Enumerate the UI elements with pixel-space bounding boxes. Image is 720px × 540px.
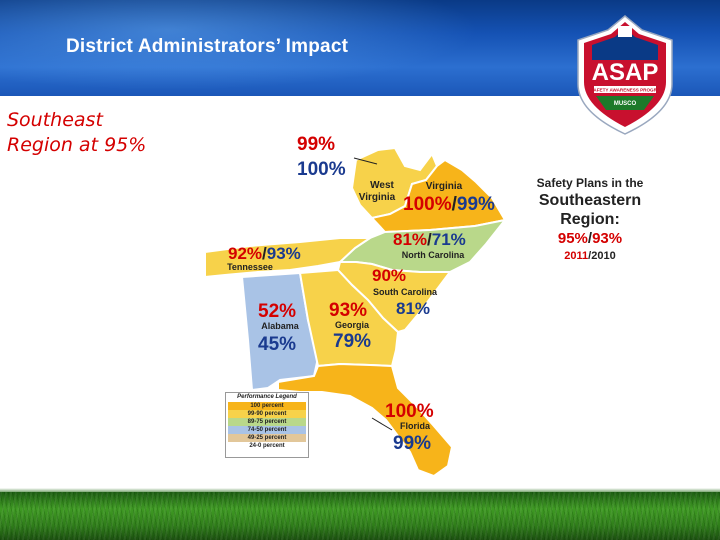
state-virginia	[370, 158, 507, 234]
wv-name-line2: Virginia	[359, 192, 396, 203]
grass-footer	[0, 492, 720, 540]
summary-year-2011: 2011	[564, 250, 589, 262]
ga-value-2010: 79%	[333, 331, 371, 352]
logo-tagline: A SAFETY AWARENESS PROGRAM	[586, 88, 664, 93]
tn-values: 92%/93%	[228, 244, 301, 263]
performance-legend: Performance Legend 100 percent 99-90 per…	[225, 392, 309, 458]
logo-diamond	[592, 28, 658, 60]
tn-value-2010: 93%	[267, 244, 301, 263]
ga-name: Georgia	[335, 320, 370, 330]
summary-line2: Southeastern	[538, 192, 642, 209]
home-plate-icon	[618, 26, 632, 37]
fl-value-2011: 100%	[385, 401, 434, 422]
tn-value-2011: 92%	[228, 244, 262, 263]
summary-value-2010: 93%	[592, 230, 623, 247]
tn-name: Tennessee	[227, 262, 273, 272]
fl-pointer-line	[371, 417, 393, 431]
fl-name: Florida	[400, 421, 431, 431]
va-name: Virginia	[426, 181, 463, 192]
va-values: 100%/99%	[403, 194, 495, 215]
nc-values: 81%/71%	[393, 230, 466, 249]
slide-title: District Administrators’ Impact	[66, 36, 349, 57]
wv-pointer-line	[353, 157, 378, 165]
legend-row: 100 percent	[228, 402, 306, 410]
legend-row: 49-25 percent	[228, 434, 306, 442]
legend-row: 24-0 percent	[228, 442, 306, 450]
nc-separator: /	[427, 230, 432, 249]
summary-value-2011: 95%	[557, 230, 588, 247]
region-summary: Safety Plans in the Southeastern Region:…	[520, 176, 660, 264]
summary-years: 2011/2010	[520, 250, 660, 264]
summary-year-2010: 2010	[591, 250, 616, 262]
summary-percentages: 95%/93%	[520, 230, 660, 250]
summary-separator: /	[587, 230, 593, 247]
region-heading-line1: Southeast	[7, 109, 103, 131]
al-value-2011: 52%	[258, 301, 296, 322]
legend-title: Performance Legend	[237, 394, 297, 400]
al-value-2010: 45%	[258, 334, 296, 355]
nc-value-2010: 71%	[432, 230, 466, 249]
summary-year-separator: /	[588, 250, 592, 262]
summary-line1: Safety Plans in the	[536, 176, 644, 190]
tn-separator: /	[262, 244, 267, 263]
legend-row: 99-90 percent	[228, 410, 306, 418]
logo-base	[596, 96, 654, 110]
summary-line3: Region:	[560, 211, 620, 228]
state-florida	[277, 362, 454, 478]
sc-value-2011: 90%	[372, 266, 406, 285]
logo-acronym: ASAP	[592, 59, 659, 86]
wv-value-2011: 99%	[297, 134, 335, 155]
legend-row: 74-50 percent	[228, 426, 306, 434]
asap-logo: ASAP A SAFETY AWARENESS PROGRAM MUSCO	[577, 15, 673, 135]
sc-name: South Carolina	[373, 287, 438, 297]
nc-value-2011: 81%	[393, 230, 427, 249]
grass-edge	[0, 488, 720, 494]
header-glow	[0, 0, 480, 90]
ga-value-2011: 93%	[329, 300, 367, 321]
wv-value-2010: 100%	[297, 159, 346, 180]
region-heading-line2: Region at 95%	[7, 134, 147, 156]
va-separator: /	[452, 194, 458, 215]
al-name: Alabama	[261, 321, 300, 331]
va-value-2011: 100%	[403, 194, 452, 215]
nc-name: North Carolina	[402, 250, 465, 260]
region-heading: Southeast Region at 95%	[7, 108, 207, 158]
legend-row: 89-75 percent	[228, 418, 306, 426]
va-value-2010: 99%	[457, 194, 495, 215]
wv-name-line1: West	[370, 180, 394, 191]
fl-value-2010: 99%	[393, 433, 431, 454]
logo-sponsor: MUSCO	[614, 101, 637, 107]
sc-value-2010: 81%	[396, 299, 430, 318]
